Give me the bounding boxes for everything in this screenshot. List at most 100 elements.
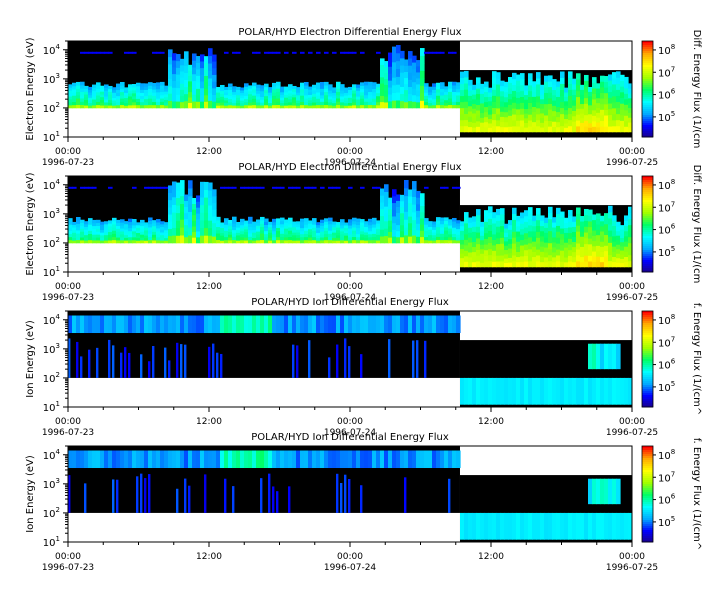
flux-cell [532,111,537,118]
flux-cell [488,512,493,540]
flux-cell [176,87,181,95]
flux-cell [316,88,321,93]
colorbar-segment [642,260,653,263]
flux-cell [92,228,97,232]
y-tick-exp: 4 [56,448,61,456]
flux-cell [516,251,521,258]
flux-cell [380,315,385,334]
flux-cell [204,56,209,64]
flux-cell [492,71,497,78]
flux-cell [344,225,349,229]
y-tick-base: 10 [43,403,56,414]
flux-cell [628,102,632,109]
y-tick-label: 103 [43,72,60,86]
flux-cell [176,212,181,221]
flux-cell [548,120,553,127]
flux-cell [128,93,133,97]
flux-cell [232,486,235,513]
flux-cell [412,450,417,469]
flux-cell [464,244,469,251]
flux-cell [352,90,357,94]
flux-cell [596,250,601,257]
flux-cell [220,96,225,100]
flux-cell [328,220,333,225]
flux-cell [280,89,285,93]
flux-cell [316,240,321,244]
flux-cell [340,90,345,94]
flux-cell [152,104,157,109]
flux-cell [492,89,497,96]
flux-cell [316,104,321,109]
flux-cell [364,91,369,96]
flux-cell [604,256,609,262]
flux-cell [608,114,613,121]
flux-cell [600,109,605,116]
flux-cell [528,96,533,103]
flux-cell [244,83,249,87]
flux-cell [496,232,501,239]
flux-cell [372,95,377,99]
colorbar-segment [642,520,653,523]
flux-cell [408,229,413,237]
flux-cell [548,218,553,226]
flux-cell [260,233,265,237]
flux-cell [296,234,301,238]
y-tick-label: 101 [43,265,60,279]
flux-cell [260,90,265,95]
flux-cell [564,118,569,124]
flux-cell [424,224,429,228]
flux-cell [452,88,457,92]
colorbar-tick-exp: 6 [671,358,676,366]
flux-cell [296,232,301,236]
flux-cell [580,98,585,105]
flux-cell [588,122,593,128]
flux-cell [172,94,177,102]
flux-cell [436,223,441,228]
flux-cell [260,99,265,103]
flux-cell [416,450,421,469]
flux-cell [68,239,73,244]
flux-cell [556,231,561,238]
flux-cell [560,113,565,121]
colorbar-segment [642,57,653,60]
flux-cell [348,219,353,223]
flux-cell [332,240,337,244]
flux-cell [272,224,277,229]
flux-cell [184,218,189,226]
flux-cell [236,100,241,104]
flux-cell [252,104,257,109]
flux-cell [368,218,373,223]
flux-cell [132,89,137,94]
flux-cell [324,227,329,232]
flux-cell [504,258,509,263]
flux-cell [556,219,561,226]
colorbar-tick-base: 10 [658,181,671,192]
flux-cell [540,98,545,105]
flux-cell [592,82,597,89]
flux-cell [424,227,429,231]
flux-cell [164,88,169,92]
flux-cell [316,92,321,96]
y-tick-label: 104 [43,448,61,462]
flux-cell [500,96,505,102]
flux-cell [204,88,209,96]
flux-cell [404,477,407,513]
x-tick-time: 00:00 [337,552,363,562]
flux-cell [128,315,133,334]
flux-cell [212,209,217,217]
flux-cell [544,237,549,243]
flux-cell [480,117,485,123]
flux-cell [192,53,197,61]
flux-cell [584,92,589,99]
flux-cell [560,211,565,218]
flux-cell [360,222,365,226]
flux-cell [492,223,497,229]
flux-cell [420,48,425,56]
flux-cell [380,229,385,237]
flux-cell [412,68,417,76]
flux-cell [204,189,209,198]
flux-cell [216,352,219,378]
flux-cell [496,72,501,79]
flux-cell [188,450,193,469]
flux-cell [208,450,213,469]
